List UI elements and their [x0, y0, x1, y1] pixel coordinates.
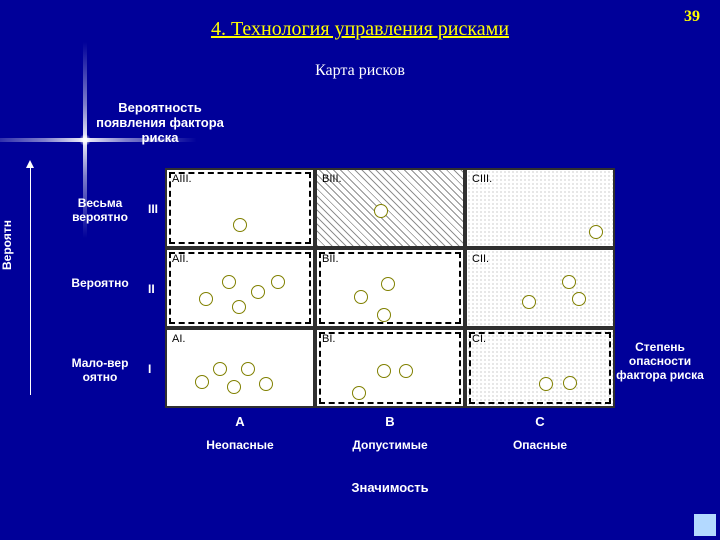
- risk-point: [271, 275, 285, 289]
- risk-point: [354, 290, 368, 304]
- cell-label: BIII.: [322, 173, 342, 185]
- y-axis-rotated-label: Вероятн: [0, 220, 14, 270]
- risk-point: [377, 364, 391, 378]
- cell-BII: BII.: [315, 248, 465, 328]
- risk-point: [377, 308, 391, 322]
- cell-label: CIII.: [472, 173, 492, 185]
- x-axis-right-header: Степень опасности фактора риска: [615, 340, 705, 382]
- row-number: III: [148, 202, 158, 216]
- col-label: Неопасные: [165, 438, 315, 452]
- col-letter: А: [165, 414, 315, 429]
- col-label: Опасные: [465, 438, 615, 452]
- cell-CII: CII.: [465, 248, 615, 328]
- risk-point: [563, 376, 577, 390]
- row-number: I: [148, 362, 151, 376]
- risk-point: [562, 275, 576, 289]
- col-letter: С: [465, 414, 615, 429]
- y-axis-header: Вероятность появления фактора риска: [85, 100, 235, 145]
- page-corner-icon: [694, 514, 716, 536]
- risk-point: [374, 204, 388, 218]
- risk-point: [352, 386, 366, 400]
- col-letter: В: [315, 414, 465, 429]
- page-subtitle: Карта рисков: [0, 62, 720, 80]
- risk-point: [381, 277, 395, 291]
- cell-label: CI.: [472, 333, 486, 345]
- risk-point: [399, 364, 413, 378]
- cell-label: BII.: [322, 253, 339, 265]
- cell-AII: AII.: [165, 248, 315, 328]
- cell-BI: BI.: [315, 328, 465, 408]
- risk-point: [251, 285, 265, 299]
- cell-CIII: CIII.: [465, 168, 615, 248]
- row-label: Весьма вероятно: [55, 196, 145, 224]
- cell-AIII: AIII.: [165, 168, 315, 248]
- y-axis-arrow: [26, 160, 34, 168]
- cell-AI: AI.: [165, 328, 315, 408]
- risk-point: [241, 362, 255, 376]
- row-label: Вероятно: [55, 276, 145, 290]
- risk-point: [572, 292, 586, 306]
- cell-label: CII.: [472, 253, 489, 265]
- risk-point: [522, 295, 536, 309]
- cell-label: AI.: [172, 333, 185, 345]
- risk-point: [232, 300, 246, 314]
- row-label: Мало-вер оятно: [55, 356, 145, 384]
- risk-point: [227, 380, 241, 394]
- risk-point: [233, 218, 247, 232]
- risk-point: [222, 275, 236, 289]
- risk-point: [213, 362, 227, 376]
- cell-label: AII.: [172, 253, 189, 265]
- risk-grid: AIII. BIII. CIII. AII. BII. CII. AI. BI. CI.: [165, 168, 615, 408]
- cell-CI: CI.: [465, 328, 615, 408]
- page-title: 4. Технология управления рисками: [0, 18, 720, 41]
- cell-label: BI.: [322, 333, 335, 345]
- x-axis-label: Значимость: [300, 480, 480, 495]
- risk-point: [589, 225, 603, 239]
- col-label: Допустимые: [315, 438, 465, 452]
- cell-label: AIII.: [172, 173, 192, 185]
- risk-point: [539, 377, 553, 391]
- risk-point: [259, 377, 273, 391]
- risk-point: [195, 375, 209, 389]
- cell-BIII: BIII.: [315, 168, 465, 248]
- risk-point: [199, 292, 213, 306]
- y-axis-line: [30, 165, 31, 395]
- row-number: II: [148, 282, 155, 296]
